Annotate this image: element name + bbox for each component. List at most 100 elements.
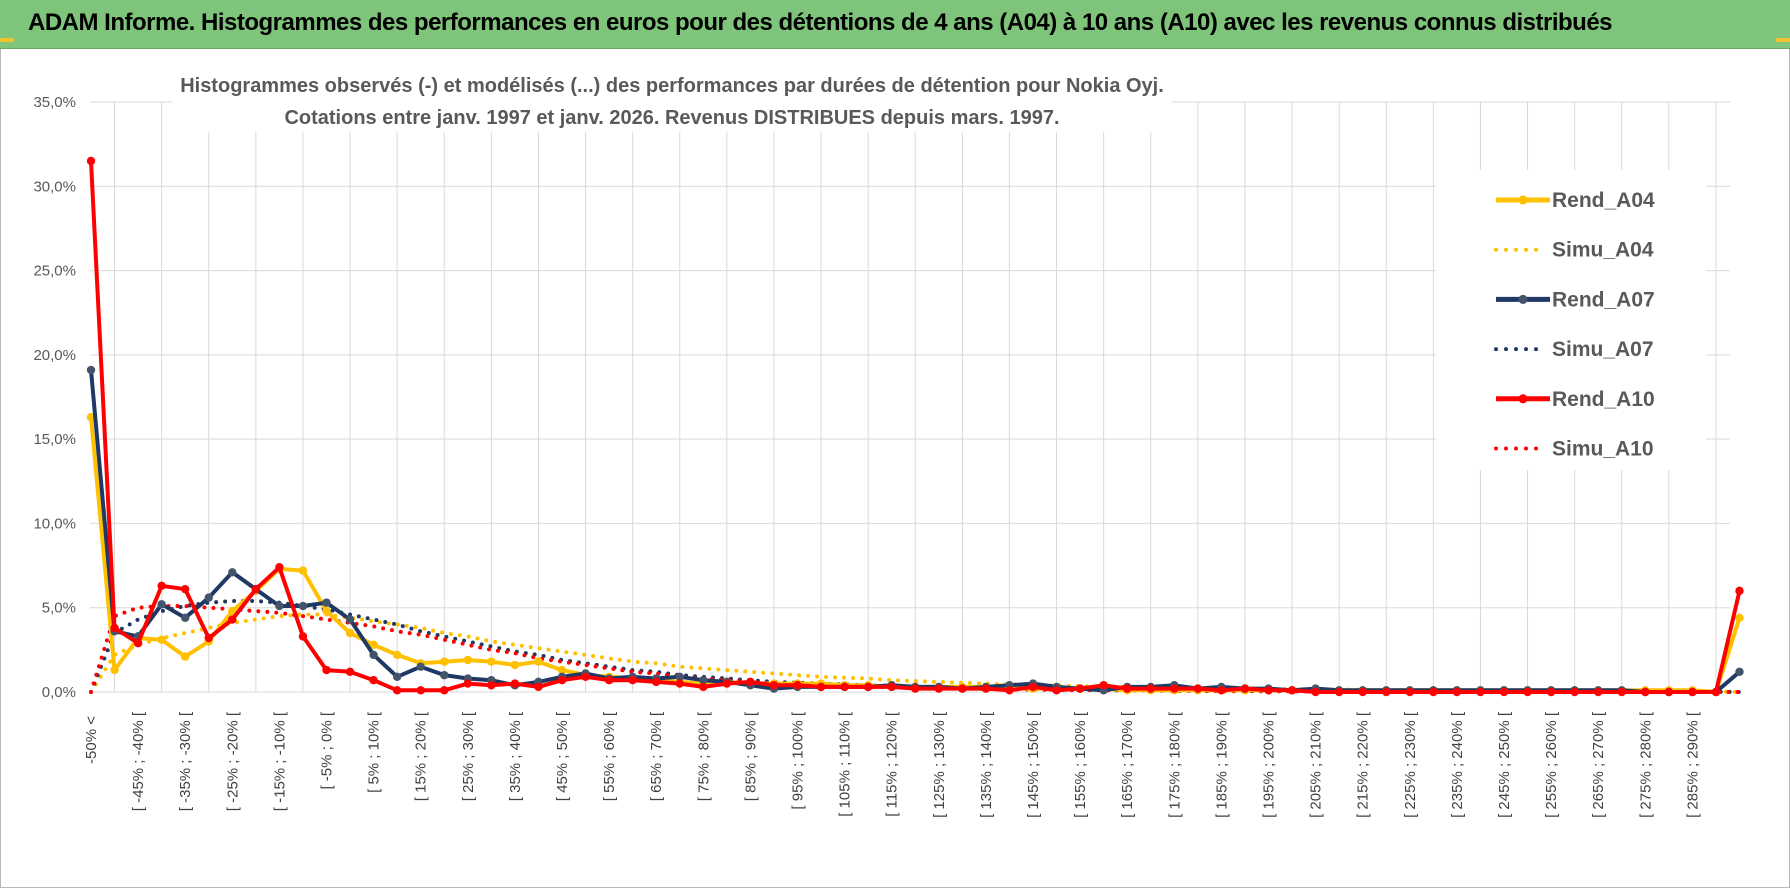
y-tick-label: 30,0% [33,178,76,195]
data-point [440,686,449,695]
data-point [487,681,496,690]
data-point [322,606,331,616]
legend-item-Rend_A04: Rend_A04 [1496,189,1655,212]
data-point [534,682,543,692]
data-point [463,679,472,688]
data-point [604,676,614,685]
x-tick-label: [ -25% ; -20% [ [224,711,241,811]
data-point [1146,684,1155,693]
data-point [1099,681,1108,690]
chart-grid [90,101,1730,693]
x-tick-label: [ 15% ; 20% [ [413,711,430,801]
x-tick-label: [ 245% ; 250% [ [1496,711,1513,818]
data-point [628,676,637,685]
x-tick-label: [ 285% ; 290% [ [1684,711,1701,818]
data-point [345,628,355,638]
data-point [981,684,991,693]
data-point [1429,687,1438,697]
data-point [1641,687,1650,697]
data-point [958,684,967,693]
data-point [157,635,166,644]
data-point [133,638,143,648]
legend-marker [1518,294,1528,304]
report-banner: ADAM Informe. Histogrammes des performan… [0,0,1790,49]
data-point [86,156,96,166]
x-tick-label: [ 115% ; 120% [ [884,711,901,817]
data-point [581,672,590,682]
data-point [1382,687,1391,697]
data-point [228,606,237,616]
data-point [652,677,661,687]
data-point [722,679,732,688]
data-point [463,655,472,665]
data-point [769,681,779,690]
data-point [675,679,684,688]
data-point [1287,686,1297,695]
data-point [863,682,873,692]
data-point [1217,686,1226,695]
data-point [1334,687,1344,697]
series-Rend_A10 [86,156,1744,697]
data-point [181,584,190,594]
data-point [392,672,402,682]
data-point [1499,687,1509,697]
x-tick-label: [ -45% ; -40% [ [130,711,147,811]
data-point [1264,686,1273,695]
chart-title-line-1: Histogrammes observés (-) et modélisés (… [180,75,1164,97]
data-point [110,623,119,633]
y-axis-ticks: 0,0% 5,0% 10,0% 15,0% 20,0% 25,0% 30,0% 35,0% [33,94,76,701]
legend-label: Simu_A04 [1552,239,1654,262]
data-point [1735,613,1744,623]
legend-label: Rend_A07 [1552,288,1655,311]
data-point [699,676,708,685]
data-point [510,660,520,670]
data-point [534,657,543,666]
data-point [345,667,355,676]
legend-marker [1518,195,1528,205]
x-tick-label: [ 145% ; 150% [ [1025,711,1042,818]
data-point [157,581,166,590]
series-Simu_A10 [89,604,1742,694]
data-point [228,568,237,577]
data-point [1358,687,1367,697]
data-point [1617,687,1626,697]
data-point [1311,687,1320,697]
x-tick-label: -50% < [83,716,100,764]
series-line-Simu_A07 [89,599,1742,694]
x-tick-label: [ 35% ; 40% [ [507,711,524,801]
data-point [816,682,826,692]
data-point [86,365,96,375]
data-point [1594,687,1603,697]
data-point [1476,687,1485,697]
report-title: ADAM Informe. Histogrammes des performan… [28,9,1613,36]
data-point [204,593,213,602]
legend-item-Simu_A10: Simu_A10 [1494,438,1654,461]
x-tick-label: [ 275% ; 280% [ [1637,711,1654,818]
data-point [1546,687,1556,697]
legend-item-Rend_A07: Rend_A07 [1496,288,1655,311]
data-point [1075,684,1085,693]
data-point [840,682,849,692]
data-point [1005,686,1014,695]
x-tick-label: [ 175% ; 180% [ [1166,711,1183,818]
data-point [275,601,284,611]
legend-label: Rend_A10 [1552,388,1655,411]
data-point [345,615,355,624]
data-point [793,681,802,690]
data-point [1193,684,1203,693]
data-point [251,584,261,594]
data-point [1452,687,1462,697]
x-tick-label: [ 95% ; 100% [ [790,711,807,809]
x-tick-label: [ 75% ; 80% [ [695,711,712,801]
x-tick-label: [ 235% ; 240% [ [1449,711,1466,818]
data-point [487,657,496,666]
x-tick-label: [ -5% ; 0% [ [319,711,336,789]
x-tick-label: [ 205% ; 210% [ [1308,711,1325,818]
data-point [911,684,920,693]
data-point [204,633,213,643]
data-point [887,682,896,692]
data-point [440,657,449,666]
x-tick-label: [ -35% ; -30% [ [177,711,194,811]
data-point [416,686,425,695]
